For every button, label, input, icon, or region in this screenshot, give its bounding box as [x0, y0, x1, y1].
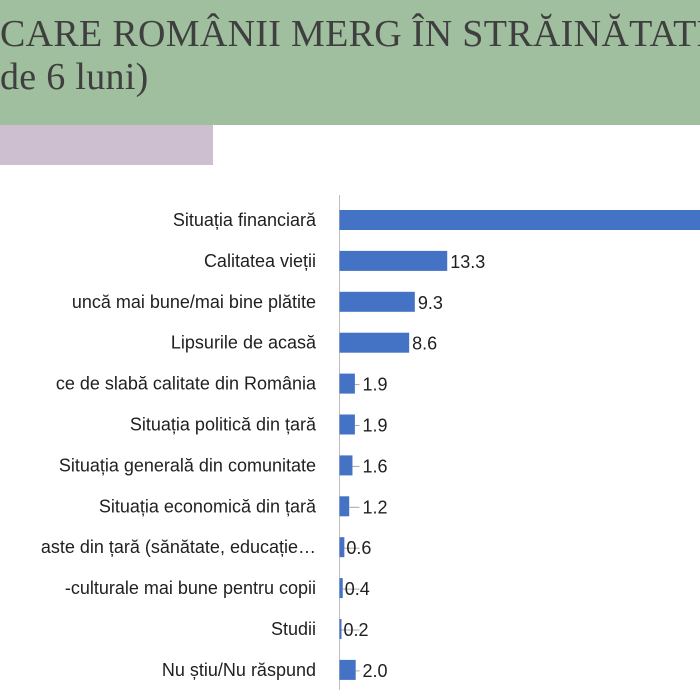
category-label: uncă mai bune/mai bine plătite	[72, 292, 316, 312]
category-label: ce de slabă calitate din România	[56, 374, 317, 394]
bar	[339, 291, 415, 312]
category-label: Situația generală din comunitate	[59, 455, 316, 475]
data-label: 13.3	[450, 252, 485, 272]
data-label: 1.6	[363, 456, 388, 476]
category-label: aste din țară (sănătate, educație…	[41, 537, 316, 557]
bar	[339, 210, 700, 230]
category-label: Nu știu/Nu răspund	[162, 660, 316, 680]
category-label: Situația politică din țară	[130, 415, 317, 435]
bar	[339, 659, 356, 680]
category-label: -culturale mai bune pentru copii	[65, 578, 316, 598]
slide-header: CARE ROMÂNII MERG ÎN STRĂINĂTATE de 6 lu…	[0, 0, 700, 125]
bar	[339, 414, 355, 435]
category-label: Lipsurile de acasă	[171, 333, 317, 353]
data-label: 2.0	[363, 661, 388, 681]
bar	[339, 250, 448, 271]
bar	[339, 373, 355, 394]
bar	[339, 332, 410, 353]
data-label: 0.6	[346, 538, 371, 558]
category-label: Calitatea vieții	[204, 251, 316, 271]
accent-bar	[0, 125, 213, 165]
data-label: 1.9	[363, 416, 388, 436]
bar	[339, 496, 350, 517]
bar	[339, 537, 345, 558]
slide-title-line-1: CARE ROMÂNII MERG ÎN STRĂINĂTATE	[0, 13, 700, 55]
category-label: Studii	[271, 619, 316, 639]
data-label: 8.6	[412, 334, 437, 354]
slide-title-line-2: de 6 luni)	[0, 56, 149, 98]
category-label: Situația financiară	[173, 210, 317, 230]
data-label: 9.3	[418, 293, 443, 313]
bar-chart: Situația financiară Calitatea vieții 13.3 u…	[41, 195, 700, 690]
bar	[339, 578, 343, 599]
data-label: 1.9	[363, 375, 388, 395]
bar	[339, 455, 353, 476]
data-label: 1.2	[363, 497, 388, 517]
category-label: Situația economică din țară	[99, 496, 317, 516]
bar	[339, 619, 342, 639]
data-label: 0.4	[345, 579, 370, 599]
data-label: 0.2	[344, 620, 369, 640]
